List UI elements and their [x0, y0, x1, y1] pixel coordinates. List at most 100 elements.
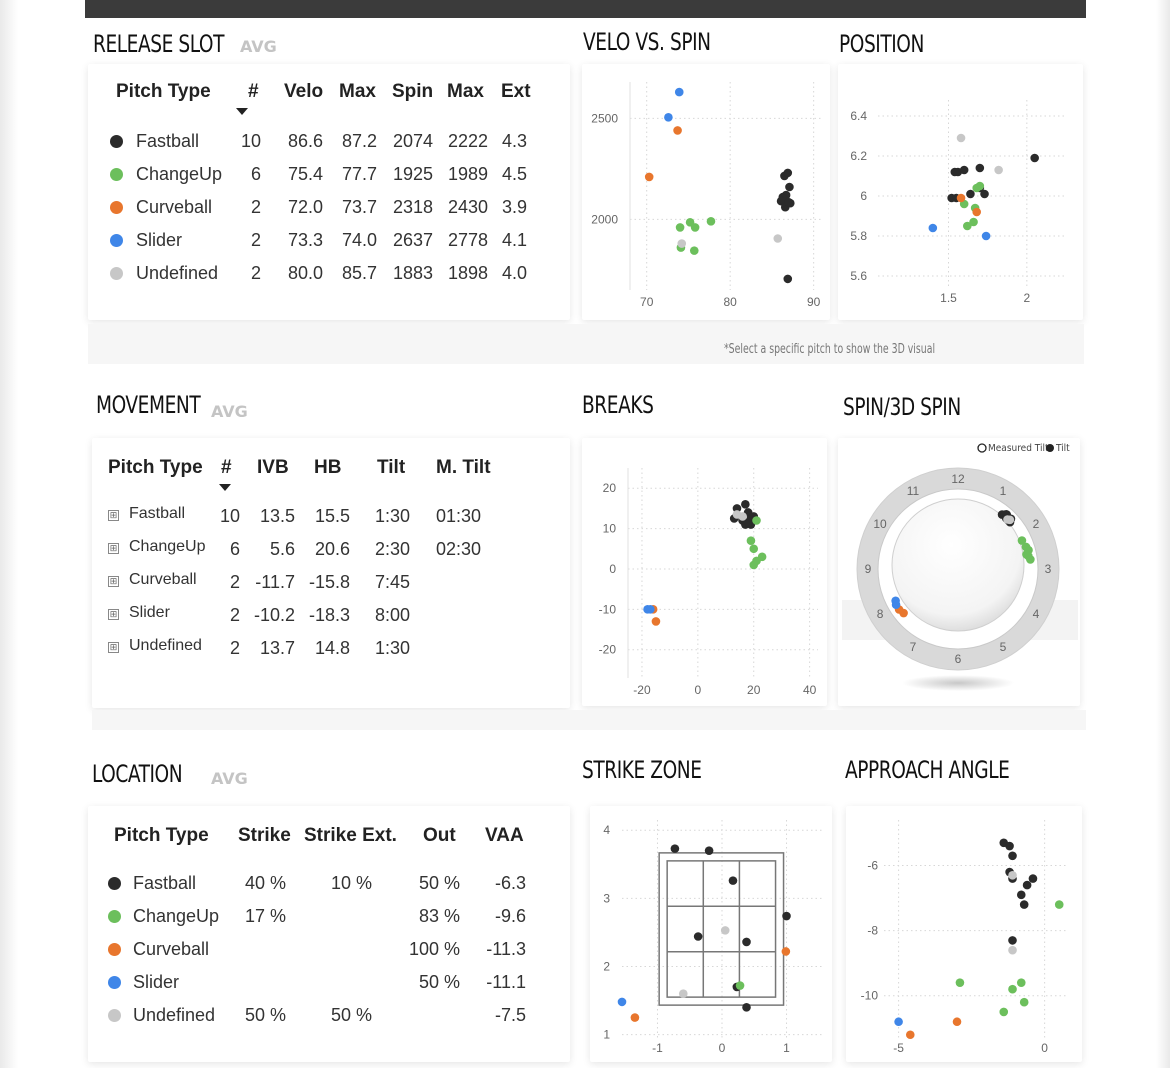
point-fastball[interactable]: [693, 932, 703, 941]
point-changeup[interactable]: [1008, 984, 1017, 994]
point-fastball[interactable]: [742, 1003, 751, 1012]
point-slider[interactable]: [928, 223, 938, 233]
point-changeup[interactable]: [969, 217, 978, 227]
point-fastball[interactable]: [743, 518, 753, 527]
point-changeup[interactable]: [690, 223, 700, 232]
point-fastball[interactable]: [1030, 153, 1039, 163]
point-fastball[interactable]: [1005, 841, 1014, 851]
sort-desc-icon[interactable]: [219, 484, 231, 491]
point-slider[interactable]: [981, 231, 991, 241]
point-changeup[interactable]: [675, 223, 685, 232]
release-row-3-spin: 2637: [392, 230, 433, 250]
point-fastball[interactable]: [966, 189, 975, 199]
point-changeup[interactable]: [706, 217, 716, 226]
point-fastball[interactable]: [1016, 890, 1026, 900]
point-curveball[interactable]: [972, 207, 981, 217]
point-fastball[interactable]: [975, 163, 985, 173]
point-undefined[interactable]: [773, 234, 783, 243]
point-undefined[interactable]: [732, 510, 742, 519]
point-slider[interactable]: [894, 1017, 903, 1027]
point-slider[interactable]: [617, 997, 627, 1007]
point-changeup[interactable]: [1016, 978, 1026, 987]
point-curveball[interactable]: [644, 172, 654, 182]
point-fastball[interactable]: [980, 189, 989, 199]
point-slider[interactable]: [664, 113, 673, 122]
point-changeup[interactable]: [689, 246, 699, 255]
movement-header-5: M. Tilt: [436, 457, 491, 478]
point-fastball[interactable]: [728, 876, 738, 885]
point-curveball[interactable]: [673, 126, 682, 135]
point-fastball[interactable]: [783, 274, 793, 284]
point-fastball[interactable]: [959, 165, 969, 175]
location-header-0: Pitch Type: [114, 825, 209, 846]
point-fastball[interactable]: [732, 504, 742, 513]
point-changeup[interactable]: [1054, 900, 1064, 909]
point-fastball[interactable]: [776, 196, 786, 206]
point-fastball[interactable]: [781, 190, 791, 200]
y-tick-label: 10: [603, 522, 617, 536]
point-changeup[interactable]: [749, 560, 759, 570]
strike-zone-box: [666, 860, 777, 998]
expand-icon[interactable]: ⊞: [108, 576, 119, 587]
point-changeup[interactable]: [999, 1007, 1009, 1017]
point-slider[interactable]: [674, 87, 684, 97]
dial-hour-2: 2: [1033, 517, 1040, 531]
point-curveball[interactable]: [651, 617, 661, 626]
point-changeup[interactable]: [746, 536, 756, 545]
point-undefined[interactable]: [956, 133, 966, 143]
point-undefined[interactable]: [1008, 871, 1017, 880]
point-changeup[interactable]: [735, 981, 745, 990]
point-curveball[interactable]: [905, 1030, 915, 1040]
point-fastball[interactable]: [742, 937, 751, 947]
point-fastball[interactable]: [785, 182, 794, 192]
point-fastball[interactable]: [1019, 900, 1029, 909]
point-fastball[interactable]: [741, 500, 750, 509]
dial-point-changeup[interactable]: [1026, 555, 1035, 564]
point-undefined[interactable]: [677, 239, 687, 248]
dial-point-undefined[interactable]: [1005, 515, 1015, 525]
point-undefined[interactable]: [994, 165, 1003, 175]
expand-icon[interactable]: ⊞: [108, 543, 119, 554]
point-changeup[interactable]: [752, 516, 761, 525]
point-curveball[interactable]: [781, 947, 791, 956]
point-undefined[interactable]: [678, 989, 688, 999]
y-tick-label: -10: [861, 989, 879, 1003]
point-undefined[interactable]: [720, 926, 730, 935]
point-fastball[interactable]: [670, 844, 680, 853]
expand-icon[interactable]: ⊞: [108, 609, 119, 620]
expand-icon[interactable]: ⊞: [108, 642, 119, 653]
point-changeup[interactable]: [749, 544, 759, 554]
point-changeup[interactable]: [975, 181, 985, 191]
point-fastball[interactable]: [1022, 880, 1032, 890]
point-fastball[interactable]: [1008, 936, 1017, 945]
release-row-4-n: 2: [250, 263, 261, 283]
point-changeup[interactable]: [955, 978, 965, 987]
dial-hour-6: 6: [955, 652, 962, 666]
dial-point-slider[interactable]: [891, 600, 901, 610]
point-changeup[interactable]: [963, 221, 972, 231]
expand-icon[interactable]: ⊞: [108, 510, 119, 521]
point-fastball[interactable]: [784, 197, 793, 207]
point-changeup[interactable]: [1019, 997, 1029, 1007]
x-tick-label: 2: [1023, 291, 1030, 305]
point-fastball[interactable]: [704, 846, 714, 855]
point-fastball[interactable]: [783, 168, 793, 178]
point-fastball[interactable]: [1028, 874, 1038, 883]
point-fastball[interactable]: [1008, 851, 1017, 861]
release-slot-table: [88, 64, 570, 320]
point-undefined[interactable]: [1008, 945, 1017, 955]
dial-point-changeup[interactable]: [1017, 536, 1027, 545]
sort-desc-icon[interactable]: [236, 108, 248, 115]
point-fastball[interactable]: [782, 911, 791, 921]
point-curveball[interactable]: [630, 1013, 640, 1022]
point-curveball[interactable]: [952, 1017, 962, 1027]
point-curveball[interactable]: [956, 193, 966, 203]
movement-row-4-tilt: 1:30: [375, 638, 411, 658]
point-slider[interactable]: [646, 605, 655, 614]
